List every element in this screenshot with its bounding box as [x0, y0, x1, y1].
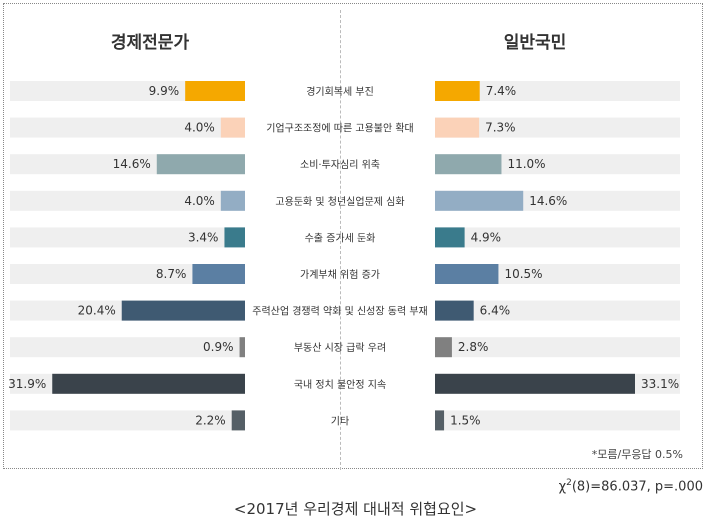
right-track: [435, 81, 680, 101]
public-value-label: 4.9%: [471, 230, 502, 244]
left-track: [10, 410, 245, 431]
public-panel-title: 일반국민: [503, 33, 567, 53]
butterfly-bar-chart: 9.9% 7.4% 경기회복세 부진 4.0% 7.3% 기업구조조정에 따른 고용불안 …: [8, 81, 680, 431]
public-bar: [435, 264, 499, 284]
right-track: [435, 300, 680, 321]
expert-value-label: 3.4%: [188, 230, 219, 244]
right-track: [435, 117, 680, 138]
left-track: [10, 264, 245, 284]
category-label: 국내 정치 불안정 지속: [294, 379, 386, 391]
public-value-label: 2.8%: [458, 340, 489, 354]
category-label: 주력산업 경쟁력 약화 및 신성장 동력 부재: [252, 305, 427, 318]
expert-bar: [121, 300, 245, 321]
expert-bar: [192, 264, 245, 284]
public-bar: [435, 81, 480, 101]
expert-panel-title: 경제전문가: [110, 33, 190, 53]
chi-symbol: χ: [558, 479, 567, 495]
expert-bar: [224, 227, 245, 248]
expert-value-label: 4.0%: [184, 194, 215, 208]
category-label: 소비·투자심리 위축: [300, 158, 380, 171]
category-label: 고용둔화 및 청년실업문제 심화: [275, 195, 404, 208]
expert-value-label: 4.0%: [184, 121, 215, 135]
public-bar: [435, 117, 480, 138]
public-bar: [435, 227, 465, 248]
expert-bar: [220, 190, 245, 211]
expert-value-label: 14.6%: [113, 157, 151, 171]
expert-bar: [231, 410, 245, 431]
category-label: 부동산 시장 급락 우려: [294, 342, 386, 354]
public-value-label: 14.6%: [529, 194, 567, 208]
expert-bar: [220, 117, 245, 138]
category-label: 수출 증가세 둔화: [305, 232, 376, 244]
expert-bar: [156, 154, 245, 175]
public-value-label: 11.0%: [507, 157, 545, 171]
expert-bar: [52, 373, 245, 394]
right-track: [435, 337, 680, 358]
public-value-label: 1.5%: [450, 413, 481, 427]
right-track: [435, 410, 680, 431]
left-track: [10, 190, 245, 211]
public-bar: [435, 410, 445, 431]
chart-frame: [3, 3, 703, 469]
public-bar: [435, 190, 524, 211]
public-bar: [435, 373, 635, 394]
expert-bar: [185, 81, 245, 101]
left-track: [10, 117, 245, 138]
expert-value-label: 8.7%: [156, 267, 187, 281]
category-label: 가계부채 위험 증가: [300, 268, 380, 281]
expert-value-label: 20.4%: [78, 304, 116, 318]
public-value-label: 7.3%: [485, 121, 516, 135]
right-track: [435, 227, 680, 248]
public-bar: [435, 337, 452, 358]
expert-value-label: 0.9%: [203, 340, 234, 354]
figure-caption: <2017년 우리경제 대내적 위협요인>: [233, 500, 478, 518]
expert-value-label: 9.9%: [149, 84, 180, 98]
chi-power: 2: [566, 478, 572, 488]
nonresponse-note: *모름/무응답 0.5%: [591, 448, 683, 461]
expert-value-label: 2.2%: [195, 413, 226, 427]
category-label: 기타: [331, 415, 349, 427]
expert-value-label: 31.9%: [8, 377, 46, 391]
category-label: 경기회복세 부진: [306, 85, 374, 98]
public-value-label: 6.4%: [480, 304, 511, 318]
public-bar: [435, 300, 474, 321]
panel-divider: [340, 10, 341, 470]
public-value-label: 7.4%: [486, 84, 517, 98]
left-track: [10, 337, 245, 358]
chi-square-statistic: χ2(8)=86.037, p=.000: [559, 478, 703, 494]
public-bar: [435, 154, 502, 175]
public-value-label: 10.5%: [504, 267, 542, 281]
chi-rest: (8)=86.037, p=.000: [571, 479, 703, 495]
public-value-label: 33.1%: [641, 377, 679, 391]
expert-bar: [239, 337, 245, 358]
category-label: 기업구조조정에 따른 고용불안 확대: [266, 122, 414, 135]
left-track: [10, 227, 245, 248]
